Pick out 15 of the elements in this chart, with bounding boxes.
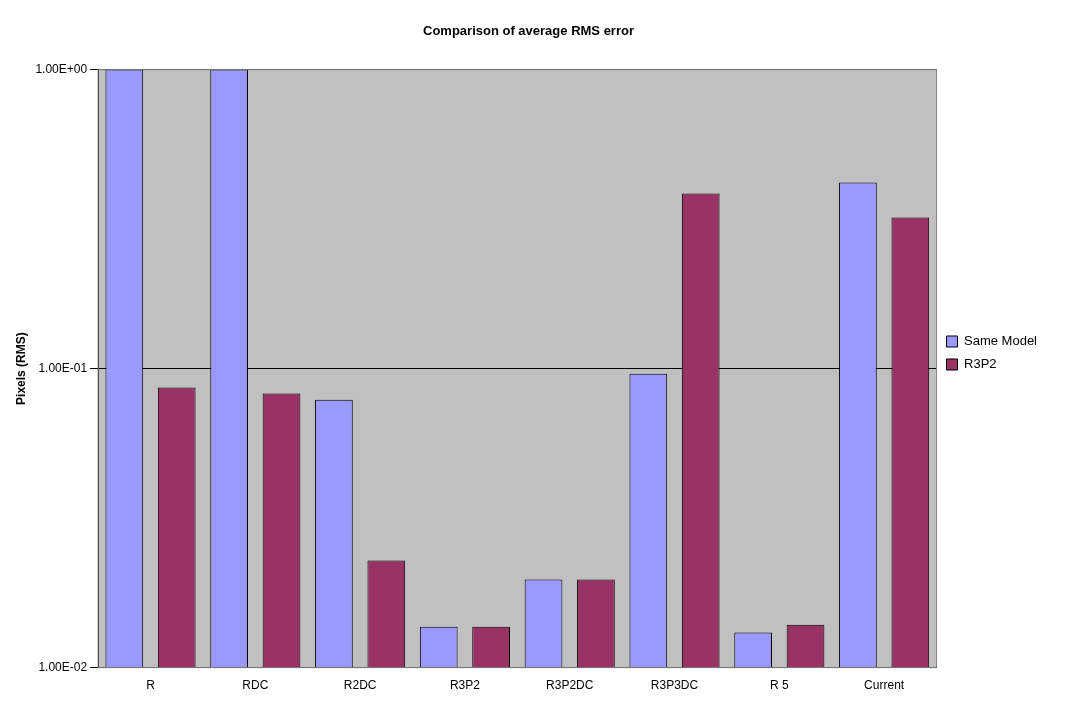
legend-label: R3P2 xyxy=(964,356,997,372)
x-tick-label: R2DC xyxy=(343,678,377,693)
x-tick-label: R xyxy=(146,678,156,693)
x-tick-label: R 5 xyxy=(769,678,789,693)
y-axis-title: Pixels (RMS) xyxy=(13,332,28,405)
x-tick-label: R3P2DC xyxy=(546,678,594,693)
y-tick-label: 1.00E-02 xyxy=(38,659,88,674)
x-tick-label: R3P2 xyxy=(449,678,481,693)
y-tick-label: 1.00E-01 xyxy=(38,360,88,375)
legend-label: Same Model xyxy=(964,333,1038,349)
y-tick-label: 1.00E+00 xyxy=(35,61,88,76)
chart-title: Comparison of average RMS error xyxy=(423,23,634,39)
x-tick-label: RDC xyxy=(242,678,269,693)
x-tick-label: R3P3DC xyxy=(650,678,699,693)
x-tick-label: Current xyxy=(864,678,905,693)
